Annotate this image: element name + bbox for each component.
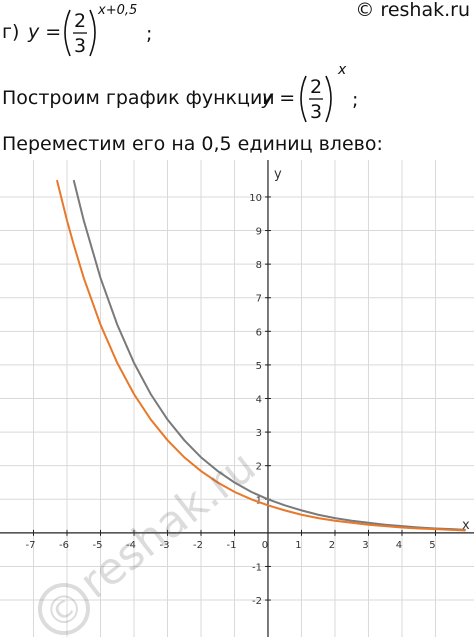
y-tick-label: 7 [256, 294, 262, 305]
text-line: Построим график функции [2, 87, 275, 109]
y-tick-label: -1 [252, 562, 262, 573]
y-tick-label: 6 [256, 327, 262, 338]
formula-lhs: y = [261, 87, 295, 109]
x-tick-label: 1 [295, 540, 301, 551]
y-tick-label: -2 [252, 596, 262, 607]
y-tick-label: 5 [256, 361, 262, 372]
numerator: 2 [74, 10, 86, 32]
y-tick-label: 4 [256, 395, 262, 406]
curve [72, 179, 466, 531]
curve [55, 179, 466, 532]
overlay-mark: © [36, 581, 93, 637]
formula-lhs: y = [27, 21, 61, 43]
y-tick-label: 8 [256, 260, 262, 271]
x-tick-label: 4 [396, 540, 402, 551]
x-tick-label: 5 [429, 540, 435, 551]
x-tick-label: 2 [329, 540, 335, 551]
text-line: Переместим его на 0,5 единиц влево: [2, 133, 383, 155]
paren [89, 9, 96, 57]
denominator: 3 [74, 35, 86, 57]
x-tick-label: -3 [159, 540, 169, 551]
y-tick-label: 2 [256, 462, 262, 473]
x-axis-label: x [462, 518, 470, 533]
exponent: x+0,5 [97, 3, 137, 18]
x-tick-label: -1 [226, 540, 236, 551]
overlay-circle [37, 583, 90, 636]
x-tick-label: -2 [193, 540, 203, 551]
y-tick-label: 10 [249, 193, 262, 204]
paren [325, 75, 332, 123]
watermark: © reshak.ru [355, 0, 470, 21]
paren [300, 75, 307, 123]
item-label: г) [2, 21, 19, 43]
formula-end: ; [146, 23, 152, 45]
formula-end: ; [352, 89, 358, 111]
y-tick-label: 9 [256, 227, 262, 238]
denominator: 3 [310, 101, 322, 123]
paren [64, 9, 71, 57]
x-tick-label: -4 [126, 540, 136, 551]
x-tick-label: -5 [93, 540, 103, 551]
y-tick-label: 3 [256, 428, 262, 439]
x-tick-label: -7 [26, 540, 36, 551]
y-axis-label: y [274, 167, 282, 182]
x-tick-label: -6 [59, 540, 69, 551]
numerator: 2 [310, 76, 322, 98]
x-tick-label: 0 [262, 540, 268, 551]
exponent: x [337, 62, 347, 78]
y-tick-label: 1 [256, 495, 262, 506]
x-tick-label: 3 [362, 540, 368, 551]
